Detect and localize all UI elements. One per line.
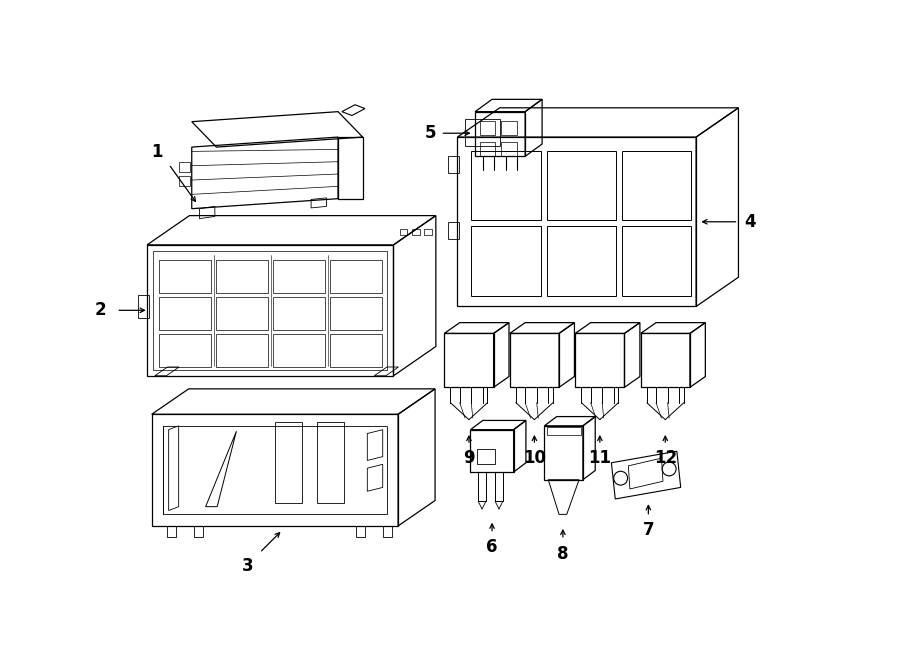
Bar: [448, 156, 459, 173]
Bar: [216, 297, 268, 330]
Text: 10: 10: [523, 449, 546, 467]
Text: 7: 7: [643, 521, 654, 539]
Text: 8: 8: [557, 545, 569, 563]
Bar: [412, 229, 419, 235]
Bar: [546, 226, 616, 295]
Text: 4: 4: [744, 213, 756, 231]
Bar: [400, 229, 408, 235]
Bar: [330, 334, 382, 367]
Bar: [318, 422, 344, 503]
Bar: [501, 121, 517, 135]
Bar: [138, 295, 148, 318]
Bar: [159, 297, 211, 330]
Bar: [179, 176, 190, 186]
Bar: [546, 428, 580, 435]
Bar: [330, 260, 382, 293]
Bar: [159, 334, 211, 367]
Bar: [501, 141, 517, 155]
Text: 5: 5: [425, 124, 436, 142]
Bar: [153, 251, 387, 369]
Bar: [472, 226, 541, 295]
Bar: [477, 449, 495, 464]
Bar: [472, 151, 541, 220]
Text: 12: 12: [653, 449, 677, 467]
Bar: [216, 260, 268, 293]
Bar: [622, 226, 691, 295]
Text: 1: 1: [151, 143, 163, 161]
Bar: [274, 422, 302, 503]
Bar: [179, 162, 190, 172]
Text: 6: 6: [486, 539, 498, 557]
Bar: [465, 120, 500, 146]
Bar: [330, 297, 382, 330]
Text: 9: 9: [464, 449, 475, 467]
Bar: [159, 260, 211, 293]
Bar: [480, 141, 495, 155]
Bar: [274, 260, 325, 293]
Text: 11: 11: [589, 449, 611, 467]
Bar: [274, 297, 325, 330]
Bar: [622, 151, 691, 220]
Text: 3: 3: [242, 557, 254, 575]
Bar: [274, 334, 325, 367]
Bar: [424, 229, 432, 235]
Bar: [546, 151, 616, 220]
Bar: [448, 222, 459, 239]
Text: 2: 2: [95, 301, 107, 319]
Bar: [216, 334, 268, 367]
Bar: [163, 426, 387, 514]
Bar: [480, 121, 495, 135]
